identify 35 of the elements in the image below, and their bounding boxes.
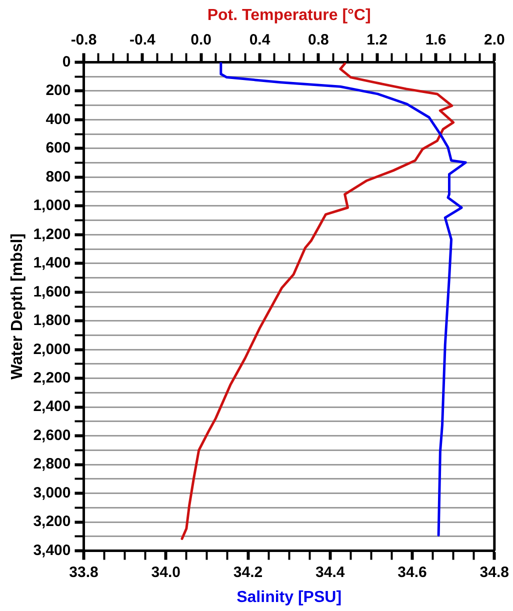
x2-tick-label: -0.4 xyxy=(129,31,156,48)
x2-tick-label: 1.6 xyxy=(425,31,446,48)
y-tick-label: 2,000 xyxy=(33,340,71,358)
y-tick-label: 3,200 xyxy=(33,513,71,530)
x-tick-label: 34.4 xyxy=(316,564,346,581)
y-tick-label: 200 xyxy=(46,82,71,100)
y-tick-label: 2,800 xyxy=(33,456,71,473)
y-tick-label: 1,000 xyxy=(33,197,71,214)
y-tick-label: 1,400 xyxy=(33,254,71,272)
y-tick-label: 2,400 xyxy=(33,398,71,416)
x2-tick-label: 0.4 xyxy=(249,31,271,48)
x2-tick-label: 1.2 xyxy=(366,31,388,48)
y-tick-label: 600 xyxy=(46,140,71,157)
x2-tick-label: 0.0 xyxy=(190,31,212,48)
x-tick-label: 33.8 xyxy=(69,564,98,581)
x-tick-label: 34.2 xyxy=(233,564,263,581)
y-tick-label: 400 xyxy=(46,110,71,128)
y-tick-label: 1,800 xyxy=(33,312,71,330)
x2-tick-label: 2.0 xyxy=(484,31,505,48)
x2-tick-label: 0.8 xyxy=(308,31,329,48)
y-tick-label: 3,400 xyxy=(33,542,71,559)
y-axis-title: Water Depth [mbsl] xyxy=(9,233,26,380)
x2-tick-label: -0.8 xyxy=(70,31,97,48)
y-tick-label: 1,600 xyxy=(33,283,71,300)
y-tick-label: 2,200 xyxy=(33,369,71,386)
x-axis-title: Salinity [PSU] xyxy=(236,588,342,606)
y-tick-label: 2,600 xyxy=(33,426,71,444)
y-tick-label: 1,200 xyxy=(33,226,71,243)
x-tick-label: 34.6 xyxy=(398,564,427,581)
x-tick-label: 34.8 xyxy=(480,564,510,581)
y-tick-label: 3,000 xyxy=(33,484,71,502)
y-tick-label: 800 xyxy=(46,168,71,186)
x2-axis-title: Pot. Temperature [°C] xyxy=(207,7,371,24)
x-tick-label: 34.0 xyxy=(151,564,180,581)
y-tick-label: 0 xyxy=(62,53,71,70)
